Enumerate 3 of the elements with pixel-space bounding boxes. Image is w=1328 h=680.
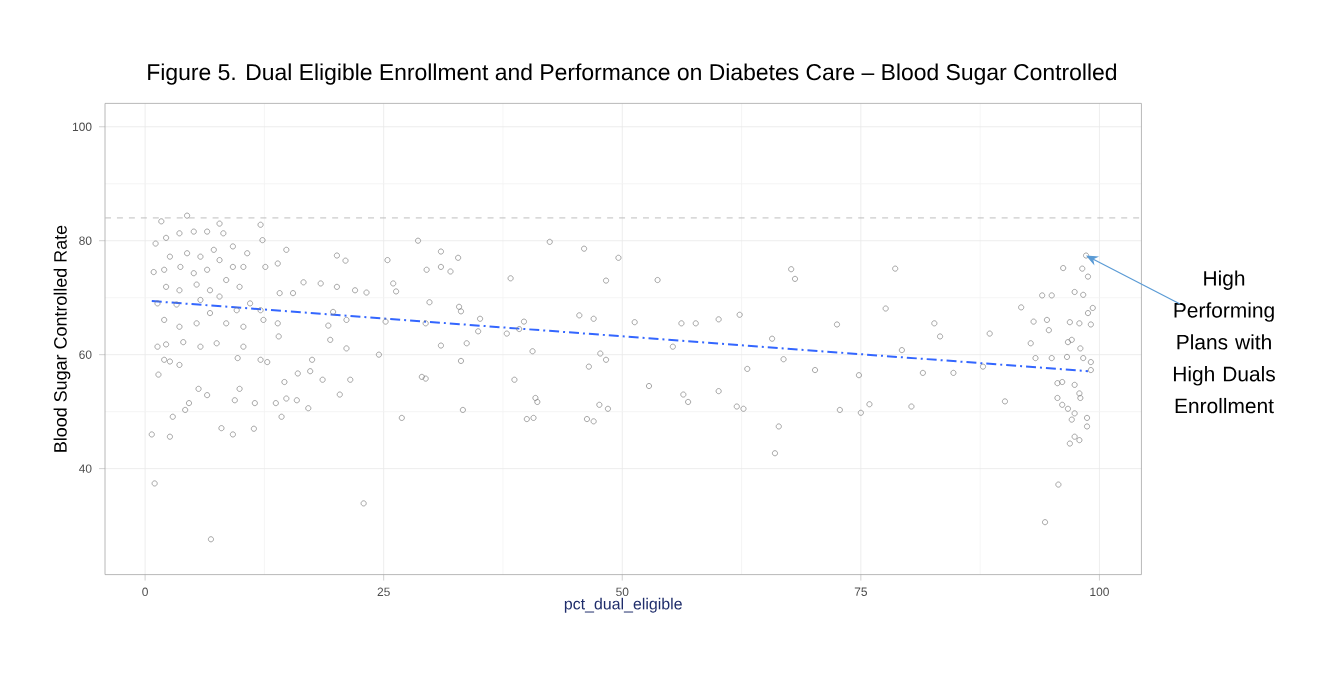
chart-title: Figure 5. Dual Eligible Enrollment and Performance on Diabetes Care – Blood Sugar Controlled [148,63,1117,85]
y-axis-title: Blood Sugar Controlled Rate [53,225,71,452]
annotation: High Performing Plans with High Duals Enrollment [1173,270,1275,414]
